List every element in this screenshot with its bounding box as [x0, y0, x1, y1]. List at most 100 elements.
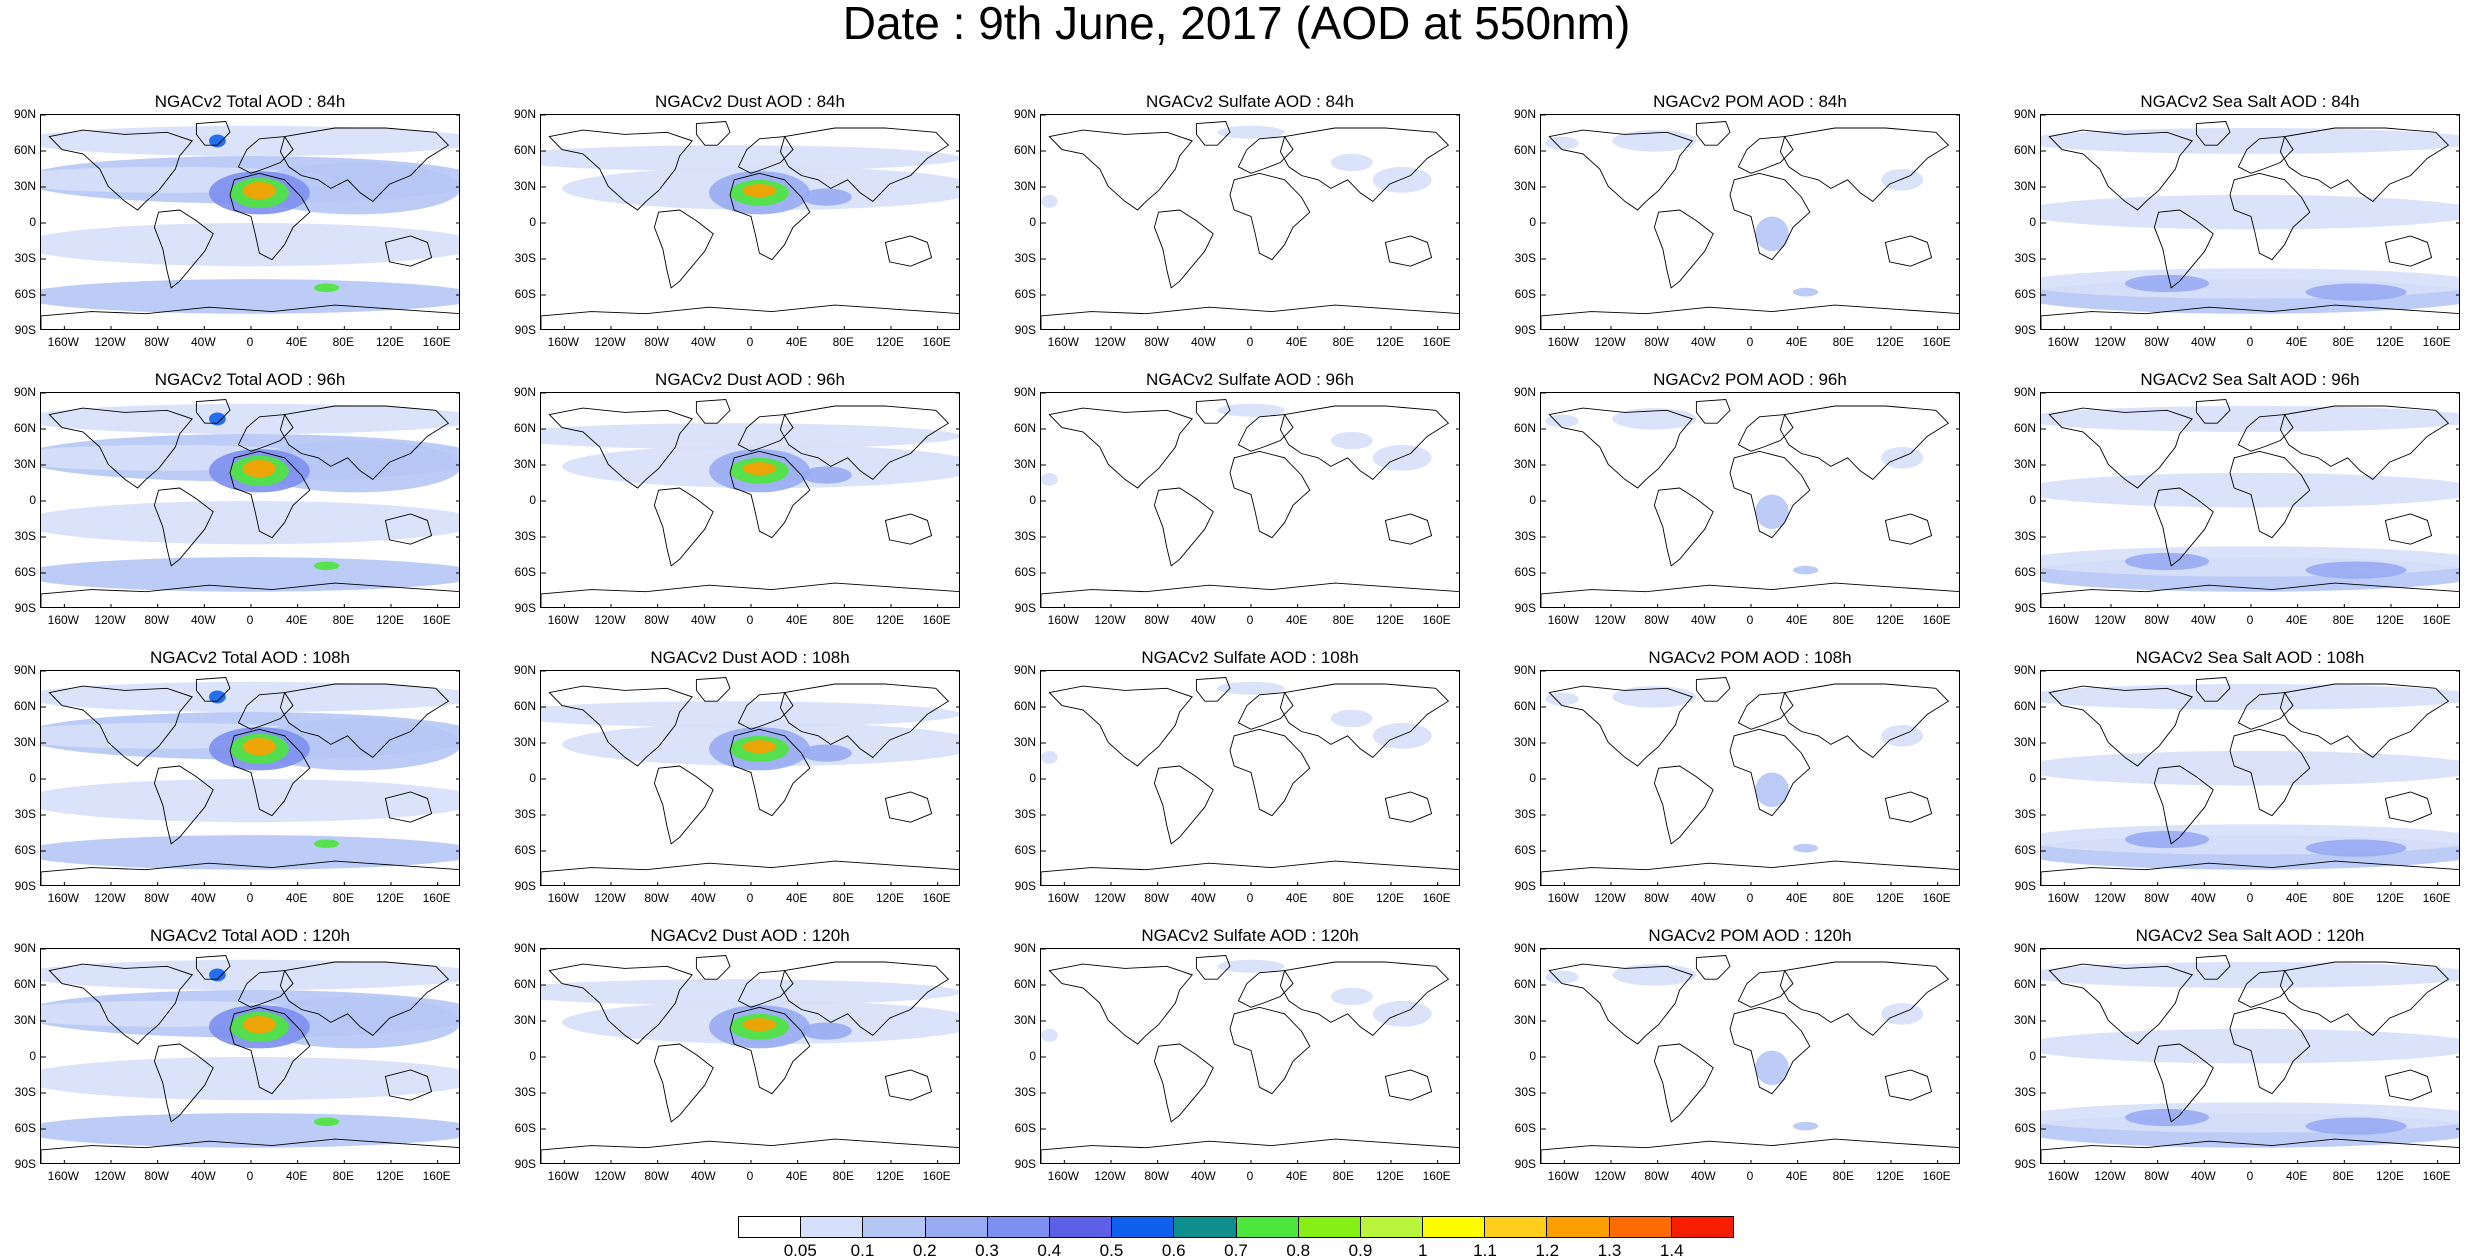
- latitude-tick-label: 0: [1529, 493, 1536, 507]
- coastline-europe: [1737, 692, 1794, 730]
- map-panel-total: NGACv2 Total AOD : 96h 90N 60N 30N 0 30S 60S 90…: [0, 370, 490, 640]
- longitude-tick-label: 160W: [1547, 613, 1580, 627]
- longitude-tick-label: 0: [1746, 613, 1754, 627]
- coastline-europe: [737, 414, 794, 452]
- aerosol-plume: [1545, 692, 1579, 706]
- longitude-tick-label: 40W: [1190, 1169, 1216, 1183]
- coastline-northAmerica: [1548, 129, 1693, 211]
- aerosol-plume: [2041, 127, 2459, 154]
- aod-field: [2041, 949, 2459, 1163]
- latitude-tick-label: 30N: [1513, 735, 1536, 749]
- coastline-southAmerica: [153, 209, 214, 289]
- coastline-northAmerica: [48, 963, 193, 1045]
- latitude-tick-label: 60N: [1013, 699, 1036, 713]
- latitude-tick-label: 90N: [1513, 107, 1536, 121]
- coastline-asia: [1779, 405, 1950, 480]
- panel-title: NGACv2 POM AOD : 108h: [1648, 648, 1852, 667]
- longitude-tick-label: 120W: [594, 613, 626, 627]
- latitude-tick-label: 90N: [1013, 107, 1036, 121]
- longitude-tick-label: 0: [1246, 613, 1254, 627]
- coastline-asia: [279, 405, 450, 480]
- longitude-tick-label: 40E: [1785, 1169, 1808, 1183]
- longitude-tick-label: 120W: [1594, 335, 1626, 349]
- longitude-tick-label: 40W: [1690, 335, 1716, 349]
- aerosol-plume: [1372, 166, 1432, 193]
- world-map: [40, 670, 460, 886]
- colorbar-label: 1.2: [1535, 1241, 1560, 1260]
- longitude-labels: 160W 120W 80W 40W 0 40E 80E 120E 160E: [2040, 1169, 2460, 1185]
- coastline-southAmerica: [1653, 765, 1714, 845]
- longitude-tick-label: 160W: [547, 1169, 580, 1183]
- world-map: [1540, 948, 1960, 1164]
- latitude-tick-label: 60N: [1513, 699, 1536, 713]
- longitude-tick-label: 120E: [375, 613, 404, 627]
- longitude-tick-label: 160E: [1922, 335, 1951, 349]
- longitude-tick-label: 40W: [690, 613, 716, 627]
- latitude-tick-label: 90N: [513, 663, 536, 677]
- aerosol-plume: [2305, 283, 2407, 301]
- longitude-tick-label: 80W: [1144, 891, 1170, 905]
- latitude-tick-label: 30N: [1513, 1013, 1536, 1027]
- latitude-tick-label: 60S: [14, 287, 36, 301]
- coastline-australia: [884, 1069, 933, 1101]
- latitude-tick-label: 30S: [514, 251, 536, 265]
- aerosol-plume: [41, 959, 459, 991]
- latitude-labels: 90N 60N 30N 0 30S 60S 90S: [500, 942, 536, 1170]
- map-panel-pom: NGACv2 POM AOD : 96h 90N 60N 30N 0 30S 60S 90S 1…: [1500, 370, 1990, 640]
- latitude-tick-label: 60N: [13, 143, 36, 157]
- longitude-tick-label: 160E: [922, 335, 951, 349]
- longitude-tick-label: 120E: [1875, 891, 1904, 905]
- latitude-tick-label: 60N: [1013, 143, 1036, 157]
- longitude-tick-label: 80W: [144, 891, 170, 905]
- longitude-tick-label: 80E: [332, 1169, 354, 1183]
- coastline-northAmerica: [48, 129, 193, 211]
- world-map: [40, 948, 460, 1164]
- longitude-tick-label: 160E: [922, 1169, 951, 1183]
- longitude-tick-label: 40E: [1285, 891, 1308, 905]
- coastline-asia: [279, 127, 450, 202]
- latitude-tick-label: 90N: [1013, 941, 1036, 955]
- longitude-tick-label: 40E: [785, 1169, 808, 1183]
- aerosol-plume: [2041, 750, 2459, 786]
- longitude-tick-label: 120E: [1875, 335, 1904, 349]
- colorbar-labels: 0.05 0.1 0.2 0.3 0.4 0.5 0.6 0.7 0.8 0.9 1 1.1 1.2 1.…: [738, 1242, 1734, 1260]
- colorbar-label: 1.4: [1659, 1241, 1684, 1260]
- world-map: [1040, 114, 1460, 330]
- latitude-tick-label: 60N: [1513, 143, 1536, 157]
- longitude-tick-label: 120E: [1375, 613, 1404, 627]
- colorbar-swatch: [1671, 1217, 1733, 1237]
- longitude-tick-label: 120E: [2375, 891, 2404, 905]
- coastline-southAmerica: [2153, 765, 2214, 845]
- aod-field: [1541, 393, 1959, 607]
- map-panel-sulfate: NGACv2 Sulfate AOD : 96h 90N 60N 30N 0 30S 60S…: [1000, 370, 1490, 640]
- colorbar-swatch: [1547, 1217, 1610, 1237]
- longitude-tick-label: 80E: [1832, 613, 1854, 627]
- coastline-europe: [1737, 414, 1794, 452]
- latitude-tick-label: 60N: [513, 977, 536, 991]
- longitude-tick-label: 40W: [1190, 613, 1216, 627]
- panel-title: NGACv2 Sulfate AOD : 120h: [1141, 926, 1359, 945]
- aod-field: [41, 393, 459, 607]
- coastline-asia: [2279, 405, 2450, 480]
- aerosol-plume: [209, 690, 226, 704]
- coastline-antarctica: [541, 1138, 959, 1163]
- latitude-tick-label: 0: [1029, 771, 1036, 785]
- coastline-africa: [1229, 172, 1311, 261]
- aod-field: [1541, 949, 1959, 1163]
- longitude-tick-label: 120E: [875, 335, 904, 349]
- latitude-tick-label: 0: [2029, 771, 2036, 785]
- colorbar-swatch: [1049, 1217, 1113, 1237]
- coastline-africa: [729, 450, 811, 539]
- coastline-northAmerica: [2048, 963, 2193, 1045]
- latitude-tick-label: 90S: [1014, 879, 1036, 893]
- latitude-tick-label: 90S: [514, 879, 536, 893]
- coastline-antarctica: [41, 1138, 459, 1163]
- latitude-tick-label: 60N: [513, 143, 536, 157]
- longitude-tick-label: 160W: [2047, 613, 2080, 627]
- latitude-tick-label: 60N: [513, 421, 536, 435]
- latitude-tick-label: 0: [29, 215, 36, 229]
- latitude-tick-label: 60N: [2013, 699, 2036, 713]
- longitude-tick-label: 80E: [1832, 1169, 1854, 1183]
- latitude-tick-label: 30N: [1513, 457, 1536, 471]
- latitude-tick-label: 60S: [1014, 287, 1036, 301]
